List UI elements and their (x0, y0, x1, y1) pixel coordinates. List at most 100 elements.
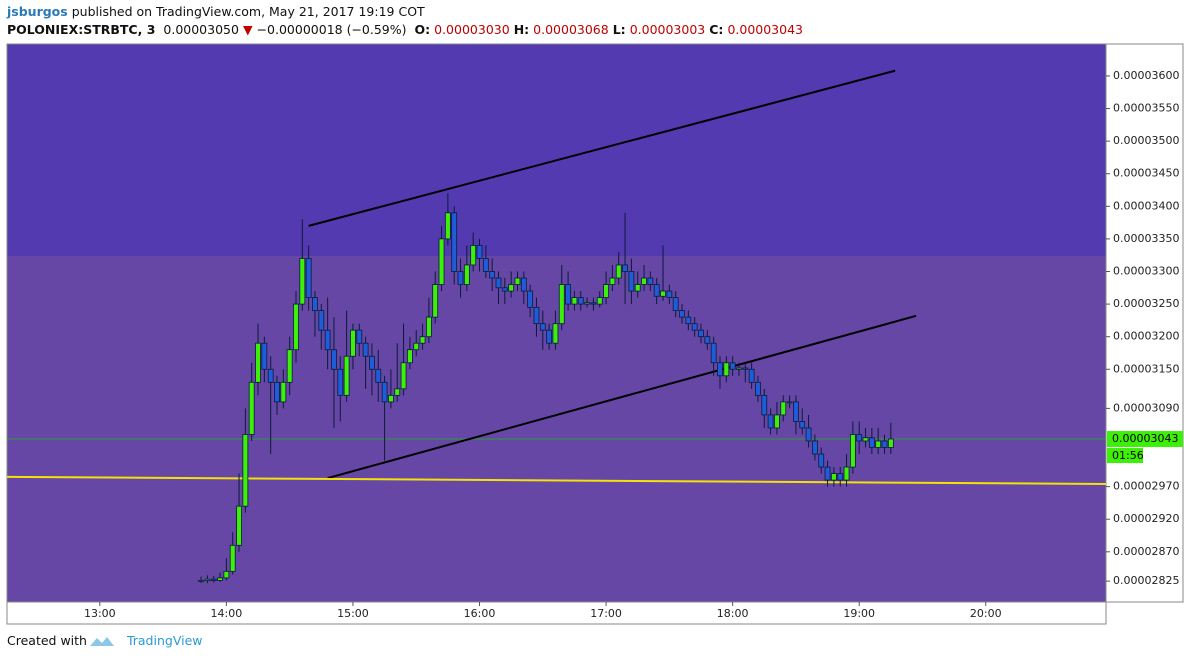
footer-brand[interactable]: TradingView (126, 633, 203, 648)
candle-body (774, 414, 780, 429)
candle-body (350, 329, 356, 357)
candle-body (748, 368, 755, 383)
candle-body (457, 271, 464, 285)
candle-body (691, 323, 698, 331)
candle-body (736, 367, 742, 370)
candle-body (274, 381, 280, 403)
header-line-1: jsburgos published on TradingView.com, Ma… (7, 4, 429, 19)
candle-body (432, 284, 439, 318)
y-tick-label: 0.00002970 (1113, 480, 1179, 493)
candle-body (729, 362, 736, 370)
y-tick-label: 0.00003250 (1113, 297, 1179, 310)
symbol: POLONIEX:STRBTC, 3 (7, 22, 156, 37)
candle-body (603, 284, 609, 298)
candle-body (539, 323, 546, 331)
ohlc-label: O: (414, 22, 431, 37)
candle-body (444, 212, 451, 240)
candle-body (887, 438, 894, 448)
candle-body (331, 349, 337, 370)
candle-body (400, 362, 407, 390)
candle-body (223, 570, 230, 579)
candle-body (261, 342, 268, 370)
x-tick-label: 15:00 (337, 607, 369, 620)
candle-body (267, 368, 274, 383)
candle-body (615, 264, 622, 279)
candle-body (236, 505, 242, 546)
x-tick-label: 16:00 (464, 607, 496, 620)
candle-body (312, 297, 318, 312)
y-tick-label: 0.00002825 (1113, 574, 1179, 587)
candle-body (698, 329, 704, 338)
ohlc: O: 0.00003030 H: 0.00003068 L: 0.00003003 C: 0.… (415, 22, 808, 37)
y-tick-label: 0.00003350 (1113, 232, 1179, 245)
candle-body (318, 310, 325, 331)
candle-body (394, 388, 401, 396)
ohlc-value: 0.00003003 (629, 22, 706, 37)
time-axis (6, 601, 1107, 625)
change-arrow: ▼ (242, 22, 253, 37)
last-price: 0.00003050 (163, 22, 239, 37)
candle-body (381, 381, 388, 403)
y-tick-label: 0.00003450 (1113, 167, 1179, 180)
candle-body (514, 277, 521, 285)
candle-body (843, 466, 850, 481)
footer-text: Created with (7, 633, 87, 648)
y-tick-label: 0.00003200 (1113, 330, 1179, 343)
candle-body (641, 277, 647, 285)
candle-body (881, 440, 888, 448)
ohlc-label: L: (612, 22, 626, 37)
candle-body (242, 434, 249, 507)
candle-body (666, 290, 673, 298)
ohlc-label: C: (709, 22, 724, 37)
candle-body (862, 437, 869, 442)
x-tick-label: 14:00 (211, 607, 243, 620)
candle-body (571, 297, 578, 305)
y-tick-label: 0.00002920 (1113, 512, 1179, 525)
candle-body (552, 323, 559, 344)
candle-body (501, 287, 508, 292)
candle-body (305, 258, 312, 298)
candle-body (495, 277, 502, 289)
candle-body (742, 367, 749, 370)
candle-body (767, 414, 774, 429)
candle-body (609, 277, 616, 285)
candle-body (533, 306, 540, 325)
candle-body (210, 578, 217, 581)
candle-body (255, 342, 261, 383)
ohlc-value: 0.00003043 (727, 22, 803, 37)
zone-upper (7, 44, 1106, 256)
candle-body (856, 434, 863, 442)
candle-body (286, 349, 293, 383)
x-tick-label: 18:00 (717, 607, 749, 620)
candle-body (527, 290, 534, 308)
candle-body (596, 297, 603, 305)
trend-line (6, 475, 1107, 486)
y-tick-label: 0.00003600 (1113, 69, 1179, 82)
candle-body (628, 271, 635, 292)
plot (6, 69, 1107, 584)
author[interactable]: jsburgos (7, 4, 68, 19)
candle-body (723, 362, 730, 377)
candle-body (463, 264, 470, 285)
candle-body (343, 355, 350, 396)
candle-body (824, 466, 831, 481)
candle-body (470, 245, 477, 266)
candle-body (793, 401, 799, 422)
candle-body (546, 329, 553, 344)
candle-body (780, 401, 787, 416)
candle-body (299, 258, 306, 305)
candle-body (805, 427, 812, 442)
candle-body (482, 258, 489, 272)
candle-body (204, 578, 211, 581)
candle-body (324, 329, 331, 351)
candle-body (419, 336, 426, 344)
logo (90, 637, 114, 646)
candle-body (786, 401, 793, 404)
price-axis (1105, 43, 1184, 603)
y-tick-label: 0.00003090 (1113, 401, 1179, 414)
candle-body (704, 336, 711, 344)
candle-body (812, 440, 818, 455)
x-tick-label: 13:00 (84, 607, 116, 620)
countdown-box (1107, 448, 1143, 464)
